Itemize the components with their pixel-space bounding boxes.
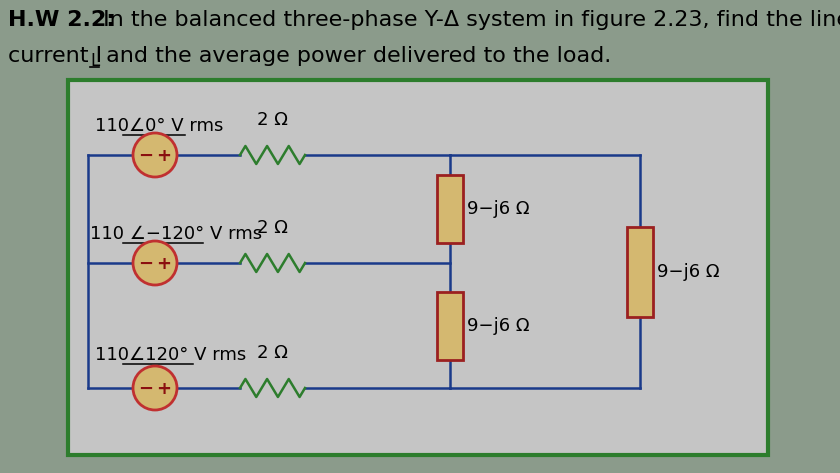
Text: +: +	[156, 255, 171, 273]
Text: H.W 2.2:: H.W 2.2:	[8, 10, 115, 30]
Text: 110 ∠−120° V rms: 110 ∠−120° V rms	[90, 225, 262, 243]
Bar	[437, 291, 463, 359]
Text: −: −	[139, 147, 154, 165]
Text: 2 Ω: 2 Ω	[257, 344, 288, 362]
Text: 9−j6 Ω: 9−j6 Ω	[657, 263, 720, 280]
Text: 9−j6 Ω: 9−j6 Ω	[467, 200, 529, 218]
Text: −: −	[139, 255, 154, 273]
Circle shape	[133, 133, 177, 177]
Text: +: +	[156, 380, 171, 398]
Text: In the balanced three-phase Y-Δ system in figure 2.23, find the line: In the balanced three-phase Y-Δ system i…	[96, 10, 840, 30]
Text: 9−j6 Ω: 9−j6 Ω	[467, 316, 529, 334]
Bar	[68, 80, 768, 455]
Text: 110∠120° V rms: 110∠120° V rms	[95, 346, 246, 364]
Bar	[437, 175, 463, 243]
Text: current I: current I	[8, 46, 102, 66]
Text: 2 Ω: 2 Ω	[257, 111, 288, 129]
Text: 110∠0° V rms: 110∠0° V rms	[95, 117, 223, 135]
Circle shape	[133, 366, 177, 410]
Bar	[627, 227, 653, 316]
Text: 2 Ω: 2 Ω	[257, 219, 288, 237]
Text: L: L	[90, 52, 99, 70]
Circle shape	[133, 241, 177, 285]
Text: +: +	[156, 147, 171, 165]
Text: −: −	[139, 380, 154, 398]
Text: and the average power delivered to the load.: and the average power delivered to the l…	[99, 46, 612, 66]
